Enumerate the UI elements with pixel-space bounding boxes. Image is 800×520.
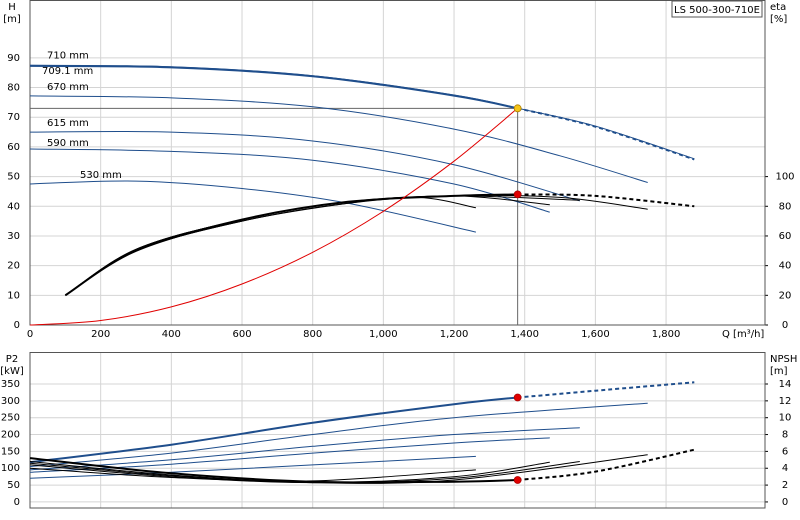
x-tick-label: 0	[27, 329, 33, 340]
y2-axis-label: eta	[770, 2, 786, 13]
curve	[517, 193, 695, 208]
x-tick-label: 400	[162, 329, 181, 340]
operating-point	[513, 190, 522, 199]
y-tick-label: 150	[1, 446, 20, 457]
y2-axis-label: NPSH	[770, 354, 797, 365]
curve	[64, 193, 518, 297]
curve-label: 590 mm	[47, 138, 89, 149]
y-tick-label: 70	[7, 112, 20, 123]
curve	[517, 448, 695, 481]
curve	[29, 148, 550, 213]
curve-label: 670 mm	[47, 82, 89, 93]
y2-tick-label: 10	[779, 413, 792, 424]
curve	[29, 402, 648, 468]
curve-label: 615 mm	[47, 118, 89, 129]
x-tick-label: 600	[232, 329, 251, 340]
curve	[29, 396, 518, 464]
y2-axis-unit: [m]	[770, 366, 788, 377]
y2-tick-label: 0	[782, 320, 788, 331]
y-tick-label: 50	[7, 172, 20, 183]
y2-tick-label: 40	[779, 261, 792, 272]
curve	[29, 180, 477, 233]
y2-tick-label: 80	[779, 201, 792, 212]
y-tick-label: 90	[7, 53, 20, 64]
y2-tick-label: 12	[779, 396, 792, 407]
y2-tick-label: 14	[779, 379, 792, 390]
curve-label: 709.1 mm	[42, 66, 93, 77]
y-axis-label: P2	[6, 354, 18, 365]
y-tick-label: 60	[7, 142, 20, 153]
curve	[29, 64, 518, 110]
y-tick-label: 40	[7, 201, 20, 212]
y2-tick-label: 20	[779, 290, 792, 301]
curve	[29, 130, 580, 202]
y-tick-label: 0	[14, 320, 20, 331]
y-tick-label: 20	[7, 261, 20, 272]
y-tick-label: 200	[1, 430, 20, 441]
operating-point	[513, 476, 522, 484]
y2-tick-label: 100	[775, 172, 794, 183]
x-tick-label: 1,800	[652, 329, 681, 340]
operating-point	[513, 393, 522, 402]
plot-frame	[29, 352, 766, 509]
curve	[29, 455, 476, 479]
y2-tick-label: 4	[782, 463, 788, 474]
y2-tick-label: 6	[782, 446, 788, 457]
y2-tick-label: 0	[782, 497, 788, 508]
y-tick-label: 30	[7, 231, 20, 242]
curve	[517, 381, 695, 399]
curve	[517, 107, 695, 161]
plot-frame	[29, 0, 766, 326]
y-tick-label: 0	[14, 497, 20, 508]
curve-label: 710 mm	[47, 50, 89, 61]
y-tick-label: 100	[1, 463, 20, 474]
y-tick-label: 350	[1, 379, 20, 390]
y-tick-label: 50	[7, 480, 20, 491]
curve	[29, 107, 518, 326]
curve	[29, 95, 648, 183]
x-tick-label: 1,000	[369, 329, 398, 340]
curve-label: 530 mm	[80, 170, 122, 181]
operating-point	[513, 104, 522, 113]
curve	[29, 427, 580, 471]
title-box	[671, 0, 763, 18]
y-axis-unit: [kW]	[0, 366, 24, 377]
y-axis-label: H	[8, 2, 16, 13]
y2-axis-unit: [%]	[770, 14, 787, 25]
x-tick-label: 800	[303, 329, 322, 340]
x-tick-label: 200	[91, 329, 110, 340]
chart-title: LS 500-300-710E	[674, 5, 760, 16]
y2-tick-label: 2	[782, 480, 788, 491]
chart-panel: 0 50 100 150 200 250 300 350 0 2 4 6 8 10 12 14 P2[kW] NP…	[0, 352, 797, 509]
x-tick-label: 1,200	[440, 329, 469, 340]
y-tick-label: 300	[1, 396, 20, 407]
curve	[29, 461, 550, 484]
y2-tick-label: 60	[779, 231, 792, 242]
y2-tick-label: 8	[782, 430, 788, 441]
chart-panel: 0 200 400 600 800 1,000 1,200 1,400 1,600 1,80001…	[3, 0, 795, 340]
y-tick-label: 250	[1, 413, 20, 424]
curve	[29, 467, 476, 482]
y-axis-unit: [m]	[3, 14, 21, 25]
y-tick-label: 10	[7, 290, 20, 301]
y-tick-label: 80	[7, 83, 20, 94]
x-tick-label: 1,400	[510, 329, 539, 340]
x-axis-label: Q [m³/h]	[722, 329, 764, 340]
x-tick-label: 1,600	[581, 329, 610, 340]
